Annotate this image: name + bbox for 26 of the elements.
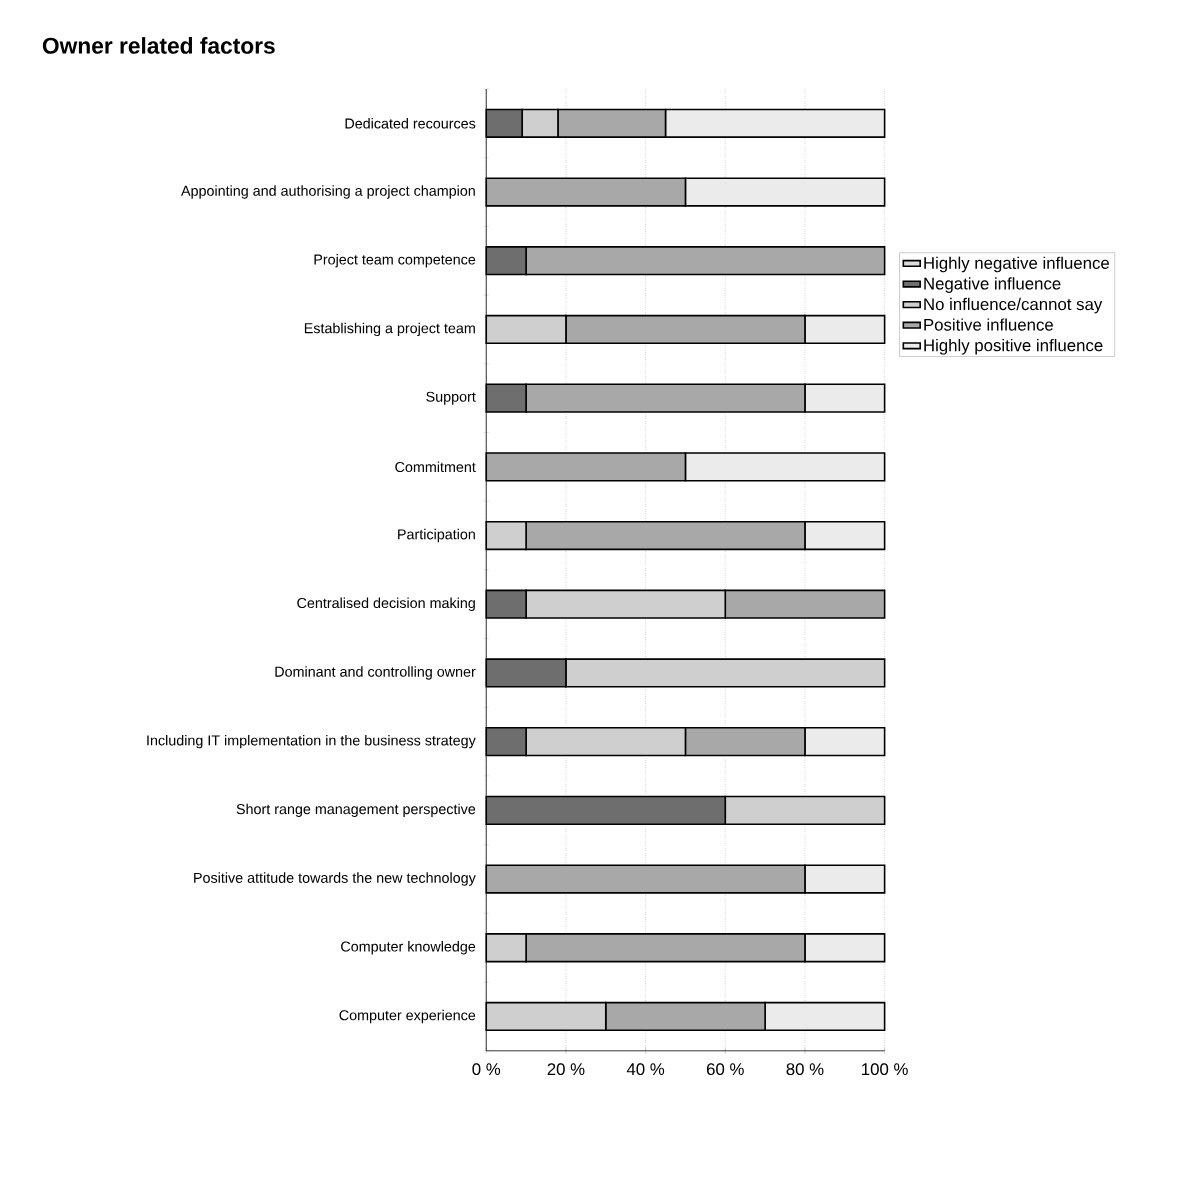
y-tick-label: Short range management perspective	[236, 803, 476, 817]
x-tick-label: 20 %	[547, 1063, 585, 1075]
x-tick-label: 0 %	[472, 1063, 501, 1075]
legend-label: Negative influence	[924, 277, 1061, 293]
y-tick-label: Centralised decision making	[297, 597, 475, 611]
y-tick-label: Establishing a project team	[304, 322, 475, 336]
text: Owner related factors	[42, 36, 275, 54]
y-tick-label: Computer knowledge	[341, 940, 476, 955]
x-tick-label: 60 %	[706, 1063, 744, 1075]
y-tick-label: Including IT implementation in the business strategy	[147, 734, 476, 749]
y-tick-label: Positive attitude towards the new technology	[194, 872, 476, 886]
y-tick-label: Appointing and authorising a project champion	[181, 185, 475, 199]
legend-label: Highly negative influence	[924, 256, 1110, 273]
y-tick-label: Participation	[398, 528, 475, 543]
y-tick-label: Dedicated recources	[345, 117, 476, 129]
x-tick-label: 80 %	[786, 1063, 824, 1075]
legend-label: No influence/cannot say	[924, 297, 1103, 314]
y-tick-label: Commitment	[395, 461, 476, 472]
legend-label: Positive influence	[924, 318, 1053, 331]
y-tick-label: Dominant and controlling owner	[275, 666, 476, 680]
legend-label: Highly positive influence	[924, 338, 1103, 355]
y-tick-label: Project team competence	[314, 253, 476, 268]
x-tick-label: 100 %	[862, 1063, 908, 1075]
y-tick-label: Computer experience	[339, 1009, 476, 1023]
x-tick-label: 40 %	[626, 1063, 665, 1075]
y-tick-label: Support	[426, 391, 476, 405]
